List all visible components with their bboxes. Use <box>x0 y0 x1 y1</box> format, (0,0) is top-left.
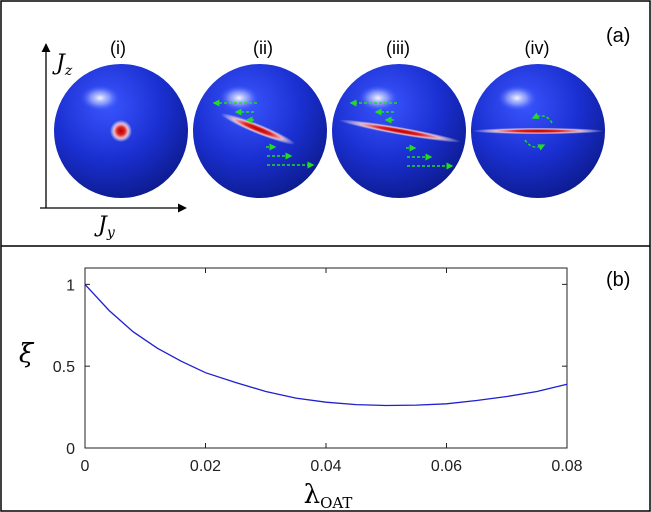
sphere-i-spin-state <box>110 120 132 142</box>
y-tick-label: 1 <box>66 277 75 294</box>
sphere-iv-squeezed-state <box>472 127 604 135</box>
y-tick-label: 0.5 <box>53 359 75 376</box>
jz-axis-label: Jz <box>52 51 73 79</box>
sphere-iii: (iii) <box>332 38 466 198</box>
jy-axis-label: Jy <box>94 213 116 241</box>
sphere-iii-squeezed-state <box>338 119 462 143</box>
y-axis-label: ξ <box>19 339 35 369</box>
x-axis-ticks: 0 0.02 0.04 0.06 0.08 <box>81 268 583 475</box>
x-tick-label: 0 <box>81 458 90 475</box>
sphere-ii-label: (ii) <box>253 38 273 58</box>
panel-a-label: (a) <box>606 25 630 47</box>
sphere-iv: (iv) <box>471 38 605 198</box>
panel-b: (b) 0 0.02 0.04 0.06 0.08 00.51 ξ λOAT <box>19 267 630 512</box>
sphere-iv-label: (iv) <box>525 38 550 58</box>
sphere-i-label: (i) <box>110 38 126 58</box>
plot-area <box>84 267 568 449</box>
x-tick-label: 0.04 <box>310 458 341 475</box>
sphere-ii: (ii) <box>193 38 327 198</box>
panel-a: (a) Jz Jy (i) (ii) <box>40 25 630 241</box>
sphere-iii-twist-arrows <box>349 99 454 170</box>
sphere-ii-highlight <box>219 85 259 111</box>
squeezing-curve <box>84 283 568 407</box>
x-axis-label: λOAT <box>304 480 353 512</box>
sphere-ii-squeezed-state <box>220 113 296 145</box>
sphere-iv-rotation-arrows <box>524 112 553 151</box>
x-tick-label: 0.06 <box>431 458 462 475</box>
sphere-iv-highlight <box>497 85 537 111</box>
sphere-i-highlight <box>80 85 120 111</box>
sphere-iii-highlight <box>358 85 398 111</box>
sphere-i: (i) <box>54 38 188 198</box>
y-axis-ticks: 00.51 <box>53 277 567 458</box>
x-tick-label: 0.02 <box>190 458 221 475</box>
sphere-ii-twist-arrows <box>212 99 315 169</box>
panel-b-label: (b) <box>606 269 630 291</box>
sphere-iii-label: (iii) <box>386 38 410 58</box>
x-tick-label: 0.08 <box>551 458 582 475</box>
y-tick-label: 0 <box>66 441 75 458</box>
